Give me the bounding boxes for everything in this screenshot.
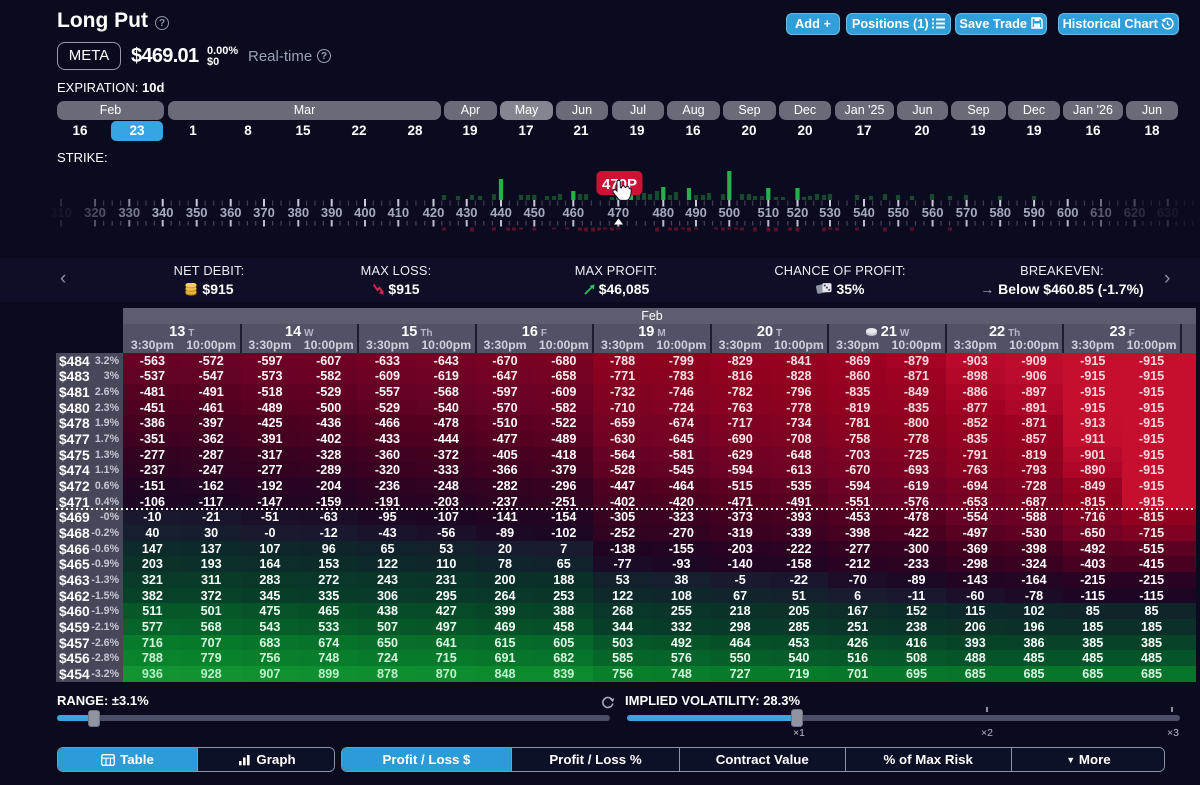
svg-text:490: 490: [685, 205, 707, 220]
svg-text:450: 450: [523, 205, 545, 220]
svg-text:570: 570: [956, 205, 978, 220]
svg-text:410: 410: [387, 205, 409, 220]
svg-text:470: 470: [607, 205, 629, 220]
svg-text:420: 420: [423, 205, 445, 220]
svg-text:440: 440: [490, 205, 512, 220]
svg-text:600: 600: [1057, 205, 1079, 220]
svg-text:590: 590: [1023, 205, 1045, 220]
svg-text:400: 400: [354, 205, 376, 220]
svg-text:500: 500: [718, 205, 740, 220]
svg-text:330: 330: [118, 205, 140, 220]
svg-text:380: 380: [287, 205, 309, 220]
svg-text:390: 390: [321, 205, 343, 220]
svg-text:520: 520: [787, 205, 809, 220]
svg-text:540: 540: [853, 205, 875, 220]
svg-text:350: 350: [186, 205, 208, 220]
svg-text:460: 460: [562, 205, 584, 220]
svg-text:370: 370: [253, 205, 275, 220]
svg-text:530: 530: [819, 205, 841, 220]
svg-text:430: 430: [456, 205, 478, 220]
svg-text:360: 360: [220, 205, 242, 220]
svg-text:550: 550: [887, 205, 909, 220]
svg-text:560: 560: [922, 205, 944, 220]
svg-text:480: 480: [652, 205, 674, 220]
svg-text:510: 510: [757, 205, 779, 220]
svg-text:580: 580: [989, 205, 1011, 220]
svg-text:340: 340: [152, 205, 174, 220]
